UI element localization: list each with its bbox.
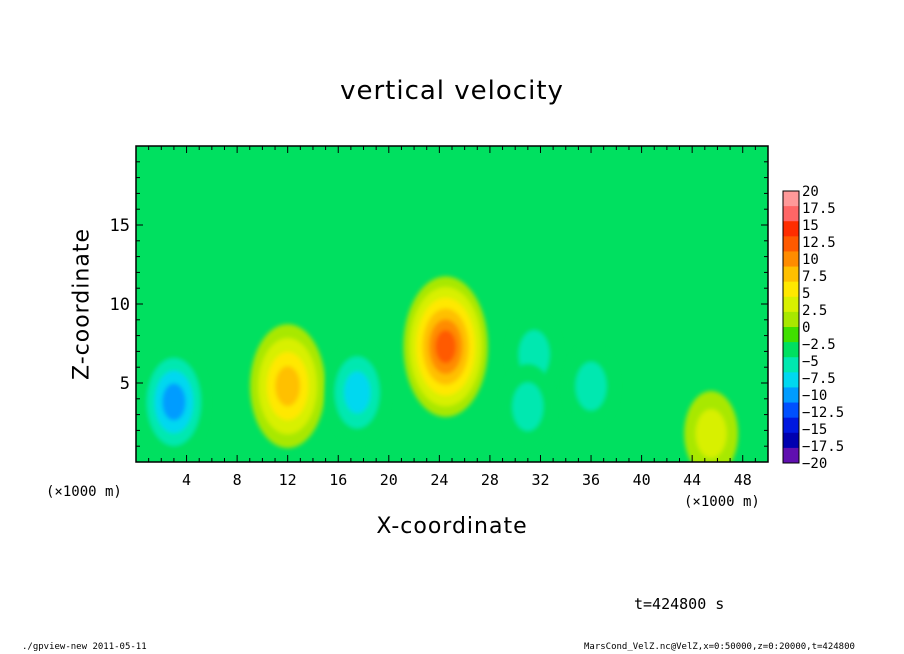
colorbar-band (783, 251, 799, 268)
contour-band (275, 366, 301, 407)
colorbar-label: 10 (802, 252, 819, 268)
colorbar-band (783, 342, 799, 358)
colorbar-band (783, 296, 799, 313)
field-feature (564, 343, 618, 429)
y-axis-label: Z-coordinate (69, 228, 95, 380)
x-tick-label: 16 (329, 471, 347, 489)
colorbar-label: −10 (802, 388, 827, 404)
colorbar-band (783, 327, 799, 343)
colorbar-band (783, 417, 799, 434)
x-tick-label: 20 (380, 471, 398, 489)
colorbar-band (783, 206, 799, 222)
x-axis: 4 8 12 16 20 24 28 32 36 40 44 48 (148, 146, 756, 489)
x-unit-left: (×1000 m) (46, 484, 122, 500)
colorbar-band (783, 236, 799, 252)
colorbar-label: −20 (802, 456, 827, 472)
field-feature (403, 276, 488, 417)
colorbar-band (783, 432, 799, 449)
colorbar-label: 7.5 (802, 269, 827, 285)
colorbar-label: −5 (802, 354, 819, 370)
colorbar-label: 12.5 (802, 235, 836, 251)
colorbar-band (783, 402, 799, 419)
colorbar-band (783, 372, 799, 388)
footer-right: MarsCond_VelZ.nc@VelZ,x=0:50000,z=0:2000… (584, 642, 855, 652)
contour-band (695, 409, 727, 458)
field-feature (500, 364, 555, 450)
colorbar-band (783, 281, 799, 298)
contour-band (512, 382, 544, 431)
x-tick-label: 24 (430, 471, 448, 489)
colorbar: 2017.51512.5107.552.50−2.5−5−7.5−10−12.5… (782, 184, 844, 472)
colorbar-band (783, 191, 799, 207)
x-tick-label: 40 (633, 471, 651, 489)
y-axis: 5 10 15 (110, 161, 768, 447)
y-tick-label: 15 (110, 216, 130, 236)
colorbar-label: 15 (802, 218, 819, 234)
colorbar-label: −2.5 (802, 337, 836, 353)
colorbar-label: −17.5 (802, 439, 844, 455)
colorbar-label: 5 (802, 286, 810, 302)
colorbar-frame (782, 190, 800, 464)
field-feature (139, 345, 209, 459)
colorbar-label: 0 (802, 320, 810, 336)
x-tick-label: 48 (734, 471, 752, 489)
contour-band (344, 371, 371, 414)
colorbar-label: 2.5 (802, 303, 827, 319)
x-tick-label: 28 (481, 471, 499, 489)
footer-left: ./gpview-new 2011-05-11 (22, 642, 147, 652)
colorbar-band (783, 387, 799, 404)
plot-area (136, 146, 768, 462)
colorbar-label: −7.5 (802, 371, 836, 387)
x-tick-label: 4 (182, 471, 191, 489)
colorbar-label: −12.5 (802, 405, 844, 421)
colorbar-band (783, 266, 799, 283)
colorbar-label: 17.5 (802, 201, 836, 217)
contour-band (435, 329, 457, 364)
colorbar-band (783, 357, 799, 373)
field-feature (250, 324, 326, 449)
colorbar-band (783, 311, 799, 328)
field-feature (684, 391, 739, 462)
x-tick-label: 44 (683, 471, 701, 489)
x-tick-label: 32 (531, 471, 549, 489)
colorbar-label: 20 (802, 184, 819, 200)
field-feature (325, 341, 389, 444)
colorbar-band (783, 221, 799, 237)
x-unit-right: (×1000 m) (684, 494, 760, 510)
y-tick-label: 10 (110, 295, 130, 315)
x-tick-label: 36 (582, 471, 600, 489)
time-label: t=424800 s (634, 595, 725, 613)
chart-title: vertical velocity (340, 76, 564, 106)
x-tick-label: 8 (233, 471, 242, 489)
contour-band (162, 383, 186, 421)
x-tick-label: 12 (279, 471, 297, 489)
x-axis-label: X-coordinate (376, 514, 528, 539)
colorbar-band (783, 447, 799, 464)
contour-band (575, 361, 607, 411)
y-tick-label: 5 (120, 374, 130, 394)
colorbar-label: −15 (802, 422, 827, 438)
